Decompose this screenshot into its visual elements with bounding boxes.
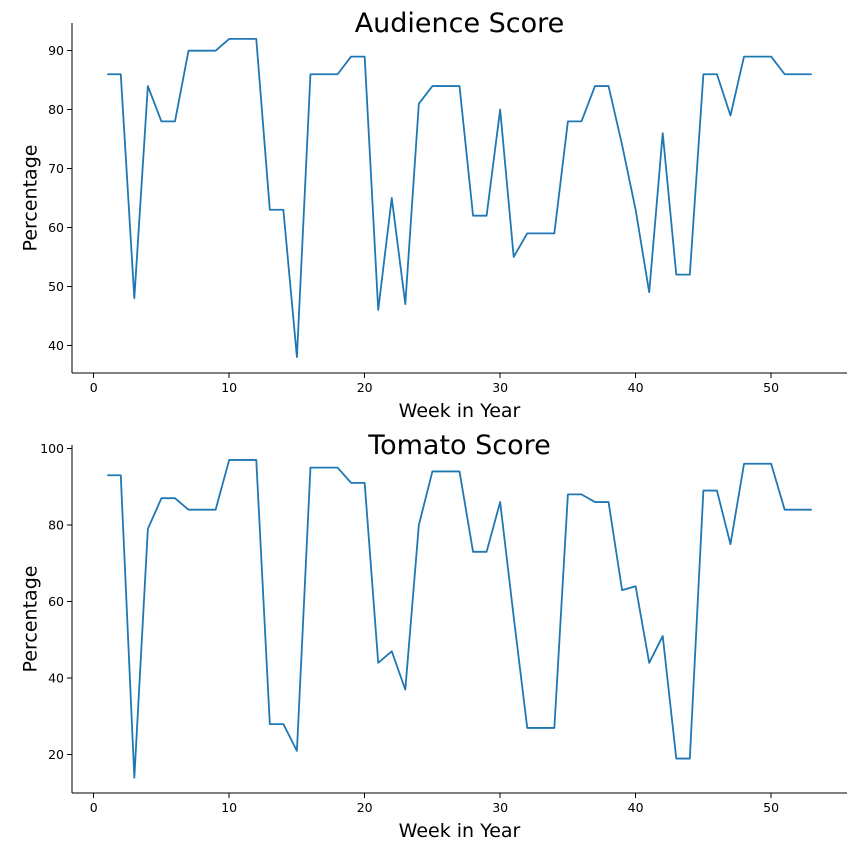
x-tick-label: 10 xyxy=(221,380,237,395)
y-tick-label: 40 xyxy=(48,671,64,686)
y-axis-title: Percentage xyxy=(20,566,42,673)
series-line xyxy=(107,459,812,779)
x-tick-label: 0 xyxy=(90,380,98,395)
chart-title: Tomato Score xyxy=(367,430,551,461)
y-tick-label: 80 xyxy=(48,518,64,533)
audience-score-chart: Audience Score Week in Year Percentage 0… xyxy=(20,8,847,422)
y-tick-label: 60 xyxy=(48,594,64,609)
x-axis-title: Week in Year xyxy=(399,820,521,842)
x-tick-label: 40 xyxy=(628,800,644,815)
series-line xyxy=(107,38,812,358)
x-tick-label: 50 xyxy=(763,380,779,395)
x-tick-label: 0 xyxy=(90,800,98,815)
y-tick-label: 90 xyxy=(48,43,64,58)
y-axis-title: Percentage xyxy=(20,145,42,252)
x-tick-label: 20 xyxy=(357,800,373,815)
tomato-score-chart: Tomato Score Week in Year Percentage 0 10… xyxy=(20,430,847,842)
x-tick-label: 40 xyxy=(628,380,644,395)
y-tick-label: 20 xyxy=(48,747,64,762)
x-tick-label: 10 xyxy=(221,800,237,815)
x-axis-title: Week in Year xyxy=(399,400,521,422)
y-tick-label: 50 xyxy=(48,279,64,294)
x-tick-label: 20 xyxy=(357,380,373,395)
y-tick-label: 80 xyxy=(48,102,64,117)
y-tick-label: 100 xyxy=(40,441,64,456)
y-tick-label: 40 xyxy=(48,338,64,353)
x-tick-label: 30 xyxy=(492,380,508,395)
y-tick-label: 60 xyxy=(48,220,64,235)
chart-title: Audience Score xyxy=(355,8,565,39)
y-tick-label: 70 xyxy=(48,161,64,176)
x-tick-label: 30 xyxy=(492,800,508,815)
x-tick-label: 50 xyxy=(763,800,779,815)
